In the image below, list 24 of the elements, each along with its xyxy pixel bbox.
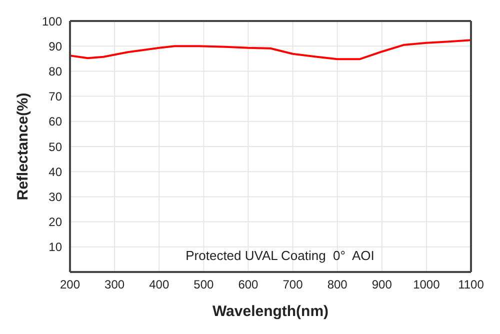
x-tick-label: 800 xyxy=(327,278,348,292)
y-tick-label: 20 xyxy=(48,215,62,230)
x-tick-label: 700 xyxy=(282,278,304,292)
line-series xyxy=(70,39,471,60)
x-tick-label: 400 xyxy=(149,278,170,292)
y-tick-label: 50 xyxy=(48,140,62,154)
x-axis-title: Wavelength(nm) xyxy=(212,303,329,320)
y-tick-label: 10 xyxy=(48,240,62,254)
y-tick-label: 30 xyxy=(48,190,62,204)
y-tick-label: 70 xyxy=(48,90,62,104)
y-tick-label: 100 xyxy=(42,14,62,28)
x-tick-label: 1000 xyxy=(413,278,440,292)
y-tick-label: 60 xyxy=(48,114,62,129)
x-tick-label: 600 xyxy=(238,278,259,292)
y-tick-label: 80 xyxy=(48,64,62,78)
y-axis-title: Reflectance(%) xyxy=(14,92,32,200)
y-tick-label: 90 xyxy=(48,39,62,54)
x-tick-label: 1100 xyxy=(458,278,484,292)
annotation: Protected UVAL Coating 0° AOI xyxy=(184,248,376,263)
y-tick-label: 40 xyxy=(48,164,62,179)
x-tick-label: 900 xyxy=(372,278,392,292)
x-tick-label: 500 xyxy=(194,278,214,292)
x-tick-label: 200 xyxy=(60,278,80,292)
x-tick-label: 300 xyxy=(104,278,125,292)
